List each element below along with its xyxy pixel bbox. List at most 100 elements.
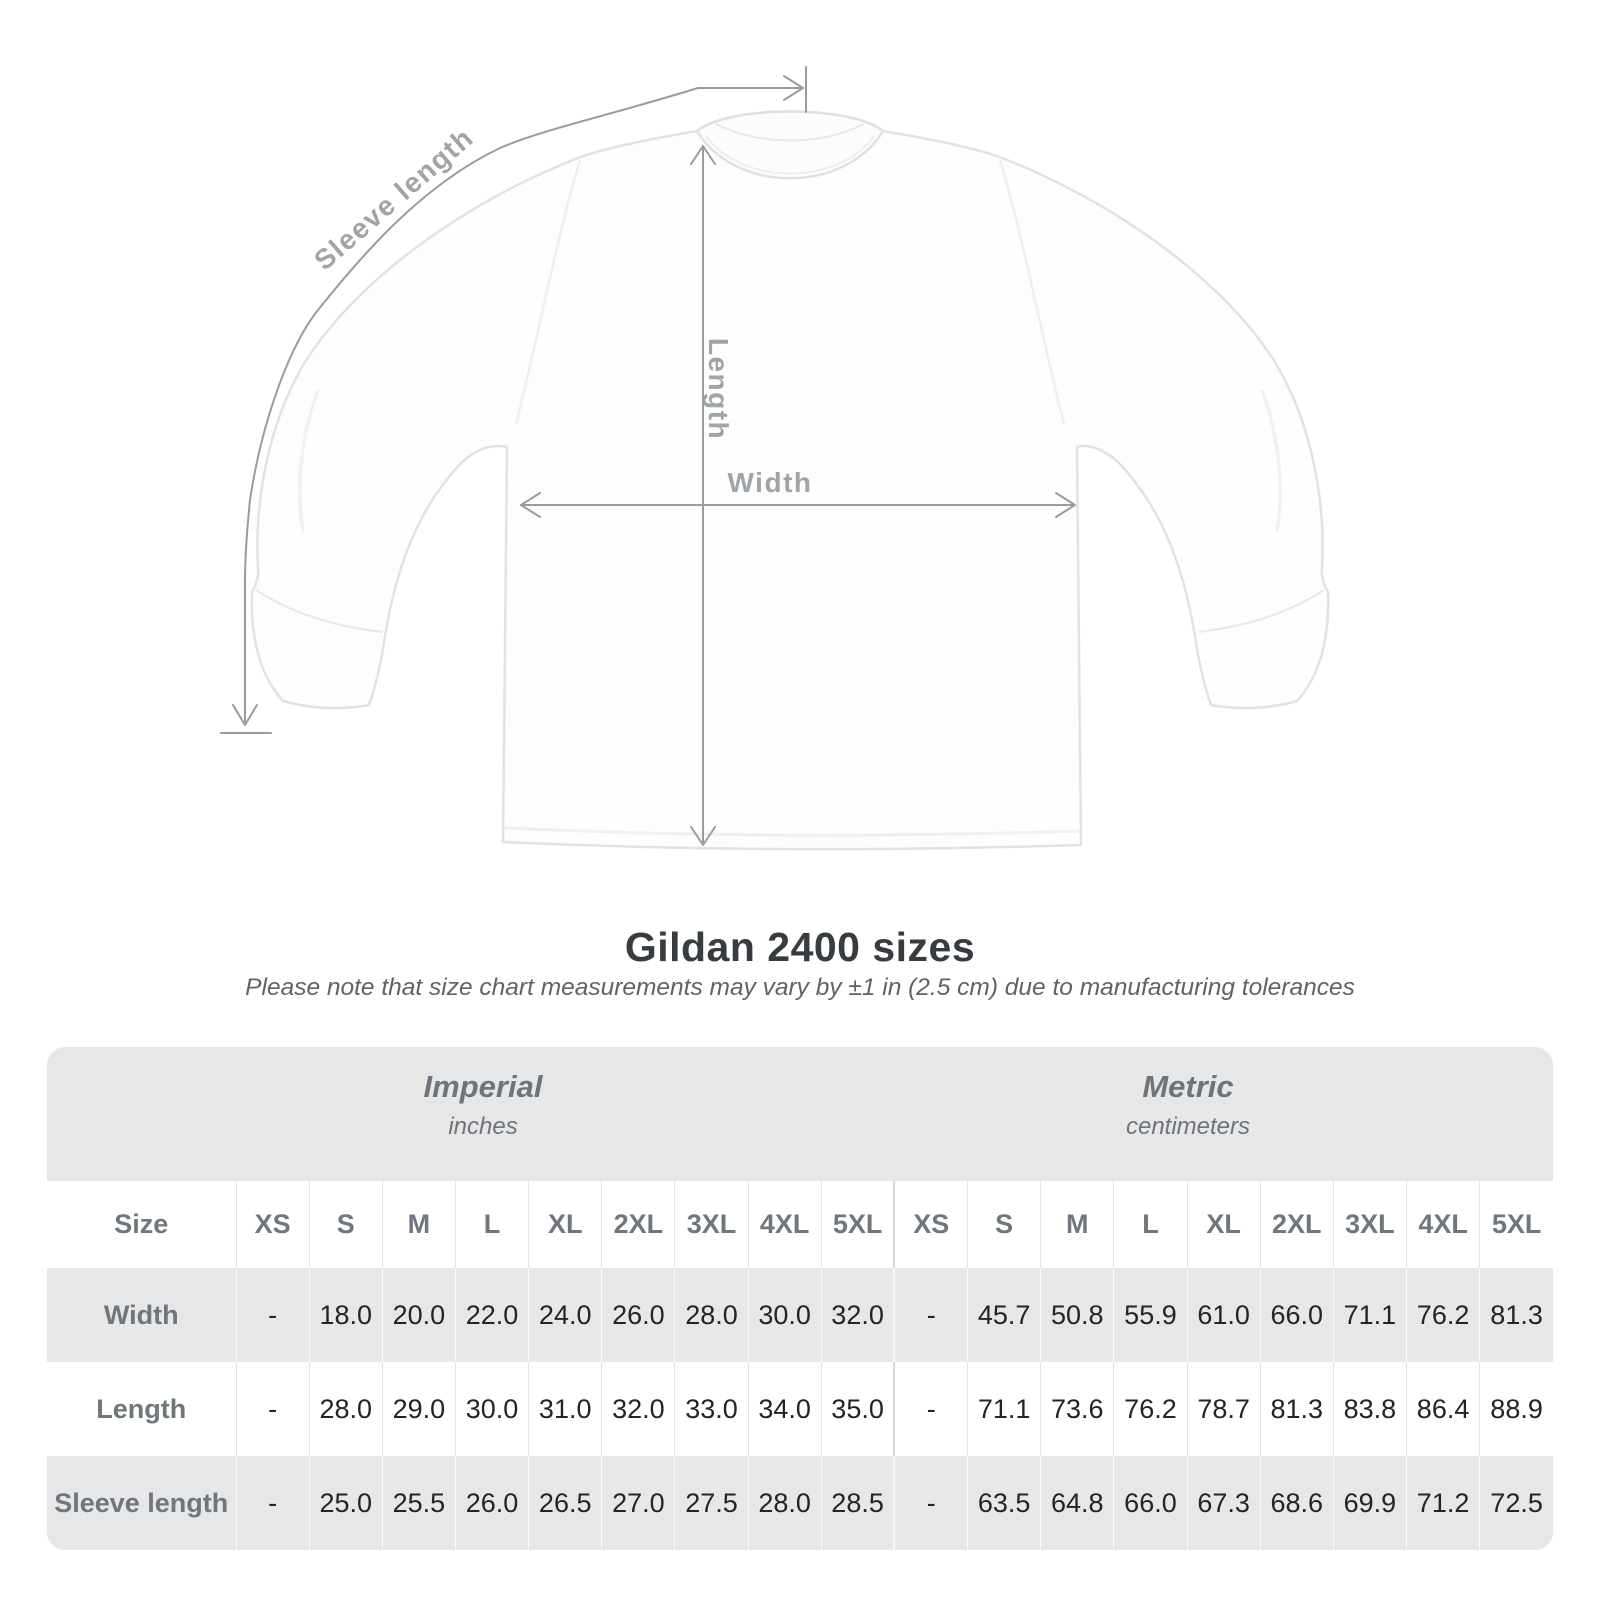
right-armhole-seam (998, 159, 1066, 425)
size-cell: 28.0 (674, 1268, 749, 1362)
size-cell: 66.0 (1259, 1268, 1334, 1362)
shirt-diagram: Sleeve length Length Width (220, 66, 1330, 851)
width-arrow (520, 492, 1076, 518)
size-cell: 28.0 (747, 1456, 822, 1550)
collar-inner-seam (705, 135, 875, 175)
collar (695, 110, 885, 180)
size-cell: 64.8 (1040, 1456, 1114, 1550)
size-header-imperial-5xl: 5XL (820, 1181, 895, 1268)
fabric-folds (298, 389, 1282, 837)
metric-unit-header: Metric centimeters (897, 1069, 1479, 1141)
size-cell: 32.0 (820, 1268, 895, 1362)
imperial-unit-header: Imperial inches (47, 1069, 919, 1141)
size-cell: 35.0 (820, 1362, 895, 1456)
length-label: Length (703, 338, 734, 440)
size-header-metric-xl: XL (1186, 1181, 1261, 1268)
left-armhole-seam (514, 159, 582, 425)
measurement-annotations (220, 66, 1076, 846)
size-cell: 50.8 (1040, 1268, 1114, 1362)
size-cell: 73.6 (1040, 1362, 1114, 1456)
shirt-illustration (250, 110, 1330, 851)
left-cuff-seam (255, 589, 383, 633)
size-cell: 29.0 (381, 1362, 456, 1456)
metric-unit-label: centimeters (1125, 1113, 1251, 1140)
size-cell: 72.5 (1479, 1456, 1553, 1550)
size-cell: - (893, 1456, 968, 1550)
size-cell: 27.0 (601, 1456, 675, 1550)
size-header-metric-2xl: 2XL (1259, 1181, 1334, 1268)
size-header-imperial-s: S (308, 1181, 383, 1268)
tolerance-note: Please note that size chart measurements… (245, 974, 1355, 1001)
size-cell: 68.6 (1259, 1456, 1334, 1550)
size-header-metric-l: L (1113, 1181, 1188, 1268)
size-cell: - (893, 1268, 968, 1362)
size-header-metric-3xl: 3XL (1332, 1181, 1407, 1268)
size-header-imperial-xl: XL (528, 1181, 602, 1268)
size-header-imperial-xs: XS (235, 1181, 310, 1268)
shirt-body (250, 110, 1330, 851)
size-header-imperial-3xl: 3XL (674, 1181, 749, 1268)
size-cell: 31.0 (528, 1362, 602, 1456)
size-cell: 71.1 (1332, 1268, 1407, 1362)
size-header-imperial-4xl: 4XL (747, 1181, 822, 1268)
size-cell: 63.5 (967, 1456, 1041, 1550)
size-cell: - (235, 1456, 310, 1550)
size-cell: 67.3 (1186, 1456, 1261, 1550)
size-cell: 25.0 (308, 1456, 383, 1550)
size-header-metric-5xl: 5XL (1479, 1181, 1553, 1268)
size-cell: 76.2 (1405, 1268, 1480, 1362)
row-label: Sleeve length (54, 1487, 229, 1518)
length-arrow (690, 145, 716, 846)
size-cell: 86.4 (1405, 1362, 1480, 1456)
right-cuff-seam (1197, 589, 1325, 633)
imperial-label: Imperial (423, 1069, 543, 1104)
row-label: Width (103, 1299, 179, 1330)
size-cell: 18.0 (308, 1268, 383, 1362)
unit-header-band: Imperial inches Metric centimeters (47, 1047, 1553, 1181)
size-cell: 24.0 (528, 1268, 602, 1362)
size-header-imperial-m: M (381, 1181, 456, 1268)
metric-label: Metric (1142, 1069, 1234, 1104)
table-row-width: Width -18.0 20.0 22.0 24.0 26.0 28.0 30.0 32.0-4… (47, 1268, 1553, 1362)
size-cell: 22.0 (454, 1268, 529, 1362)
size-cell: 34.0 (747, 1362, 822, 1456)
size-header-metric-4xl: 4XL (1405, 1181, 1480, 1268)
size-cell: 28.5 (820, 1456, 895, 1550)
imperial-unit-label: inches (448, 1113, 518, 1140)
size-cell: 55.9 (1113, 1268, 1188, 1362)
size-header-imperial-2xl: 2XL (601, 1181, 675, 1268)
size-table: Size XS S M L XL 2XL 3XL 4XL 5XL XS S M L XL 2XL 3XL 4XL… (47, 1181, 1553, 1550)
sleeve-length-arrow (220, 66, 807, 734)
size-cell: 32.0 (601, 1362, 675, 1456)
size-column-header: Size (114, 1209, 169, 1239)
page-title: Gildan 2400 sizes (624, 924, 976, 970)
table-row-sleeve-length: Sleeve length -25.0 25.5 26.0 26.5 27.0 27.5 28… (47, 1456, 1553, 1550)
size-cell: 81.3 (1259, 1362, 1334, 1456)
size-header-metric-m: M (1040, 1181, 1114, 1268)
size-cell: 76.2 (1113, 1362, 1188, 1456)
size-cell: 28.0 (308, 1362, 383, 1456)
size-cell: 30.0 (454, 1362, 529, 1456)
size-cell: 26.5 (528, 1456, 602, 1550)
row-label: Length (96, 1393, 187, 1424)
size-cell: 27.5 (674, 1456, 749, 1550)
size-header-metric-xs: XS (893, 1181, 968, 1268)
size-cell: 71.1 (967, 1362, 1041, 1456)
size-cell: 61.0 (1186, 1268, 1261, 1362)
size-cell: 45.7 (967, 1268, 1041, 1362)
size-table-card: Imperial inches Metric centimeters Size … (47, 1047, 1553, 1550)
size-header-imperial-l: L (454, 1181, 529, 1268)
size-cell: 69.9 (1332, 1456, 1407, 1550)
size-cell: 83.8 (1332, 1362, 1407, 1456)
size-cell: 25.5 (381, 1456, 456, 1550)
size-cell: 26.0 (454, 1456, 529, 1550)
table-row-length: Length -28.0 29.0 30.0 31.0 32.0 33.0 34.0 35.0-… (47, 1362, 1553, 1456)
size-cell: - (235, 1268, 310, 1362)
size-cell: 66.0 (1113, 1456, 1188, 1550)
size-cell: 88.9 (1479, 1362, 1553, 1456)
width-label: Width (728, 467, 813, 498)
size-cell: 71.2 (1405, 1456, 1480, 1550)
size-cell: 78.7 (1186, 1362, 1261, 1456)
size-header-metric-s: S (967, 1181, 1041, 1268)
